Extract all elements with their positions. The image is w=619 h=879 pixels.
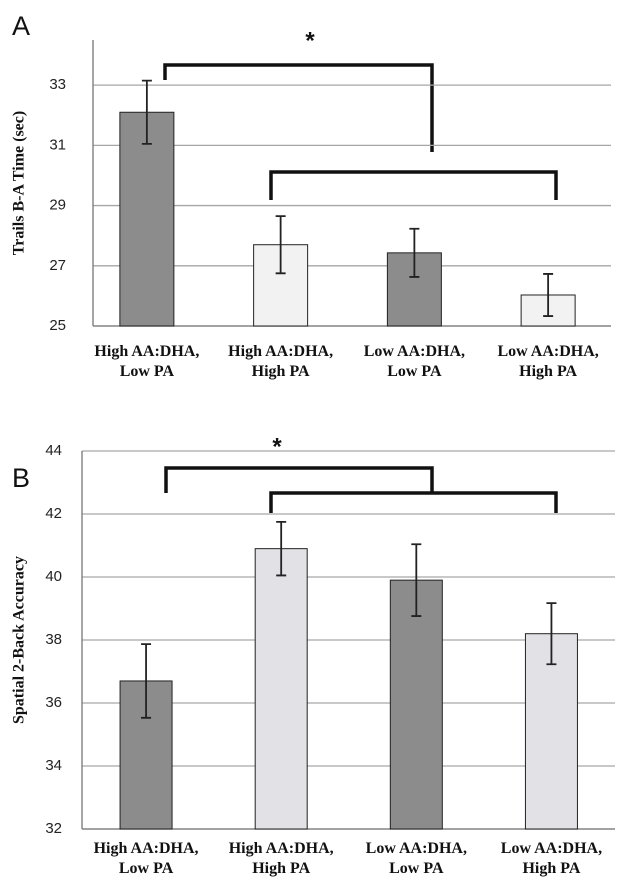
- x-tick-label: Low AA:DHA, High PA: [501, 840, 602, 877]
- bar: [119, 111, 175, 327]
- y-axis-title: Trails B-A Time (sec): [11, 111, 28, 255]
- y-tick-label: 33: [49, 76, 66, 93]
- panel-label: A: [12, 11, 30, 41]
- y-tick-label: 25: [49, 317, 66, 334]
- error-bar: [141, 643, 152, 719]
- bracket: [269, 491, 558, 513]
- x-tick-label: Low AA:DHA, Low PA: [364, 343, 465, 380]
- x-tick-label: High AA:DHA, High PA: [229, 840, 334, 877]
- bar: [524, 633, 578, 830]
- x-tick-label-line: High AA:DHA,: [94, 343, 199, 360]
- y-tick-label: 31: [49, 136, 66, 153]
- x-tick-label-line: Low AA:DHA,: [366, 840, 467, 857]
- x-tick-label-line: Low PA: [387, 363, 442, 380]
- y-tick-label: 27: [49, 257, 66, 274]
- x-tick-label: High AA:DHA, Low PA: [94, 343, 199, 380]
- error-bar: [409, 227, 420, 278]
- x-tick-label-line: Low AA:DHA,: [497, 343, 598, 360]
- bracket: [269, 170, 558, 200]
- y-tick-label: 29: [49, 197, 66, 214]
- error-bar: [275, 215, 286, 275]
- y-tick-label: 44: [45, 442, 62, 459]
- error-bar: [276, 520, 287, 577]
- bar: [254, 548, 308, 830]
- y-axis-title: Spatial 2-Back Accuracy: [11, 556, 28, 724]
- x-tick-label-line: High PA: [522, 860, 580, 877]
- x-tick-label-line: High AA:DHA,: [229, 840, 334, 857]
- y-tick-label: 38: [45, 631, 62, 648]
- x-tick-label-line: Low AA:DHA,: [501, 840, 602, 857]
- x-tick-label-line: High PA: [252, 363, 310, 380]
- x-tick-label-line: Low AA:DHA,: [364, 343, 465, 360]
- y-tick-label: 36: [45, 694, 62, 711]
- error-bar: [546, 602, 557, 666]
- error-bar: [543, 273, 554, 317]
- x-tick-label-line: Low PA: [389, 860, 444, 877]
- error-bar: [411, 543, 422, 617]
- y-tick-label: 34: [45, 757, 62, 774]
- error-bar: [141, 79, 152, 145]
- x-tick-label: Low AA:DHA, Low PA: [366, 840, 467, 877]
- x-tick-label-line: High AA:DHA,: [228, 343, 333, 360]
- y-tick-label: 40: [45, 568, 62, 585]
- bracket: [164, 466, 434, 493]
- x-tick-label-line: High PA: [519, 363, 577, 380]
- x-tick-label-line: Low PA: [119, 860, 174, 877]
- y-tick-label: 42: [45, 505, 62, 522]
- x-tick-label-line: Low PA: [120, 363, 175, 380]
- x-tick-label: High AA:DHA, Low PA: [94, 840, 199, 877]
- x-tick-label-line: High AA:DHA,: [94, 840, 199, 857]
- x-tick-label: High AA:DHA, High PA: [228, 343, 333, 380]
- panel-label: B: [12, 463, 30, 493]
- annotation: *: [272, 433, 282, 460]
- x-tick-label: Low AA:DHA, High PA: [497, 343, 598, 380]
- bar: [389, 579, 443, 830]
- x-tick-label-line: High PA: [252, 860, 310, 877]
- annotation: *: [305, 27, 315, 54]
- y-tick-label: 32: [45, 820, 62, 837]
- bracket: [163, 63, 434, 152]
